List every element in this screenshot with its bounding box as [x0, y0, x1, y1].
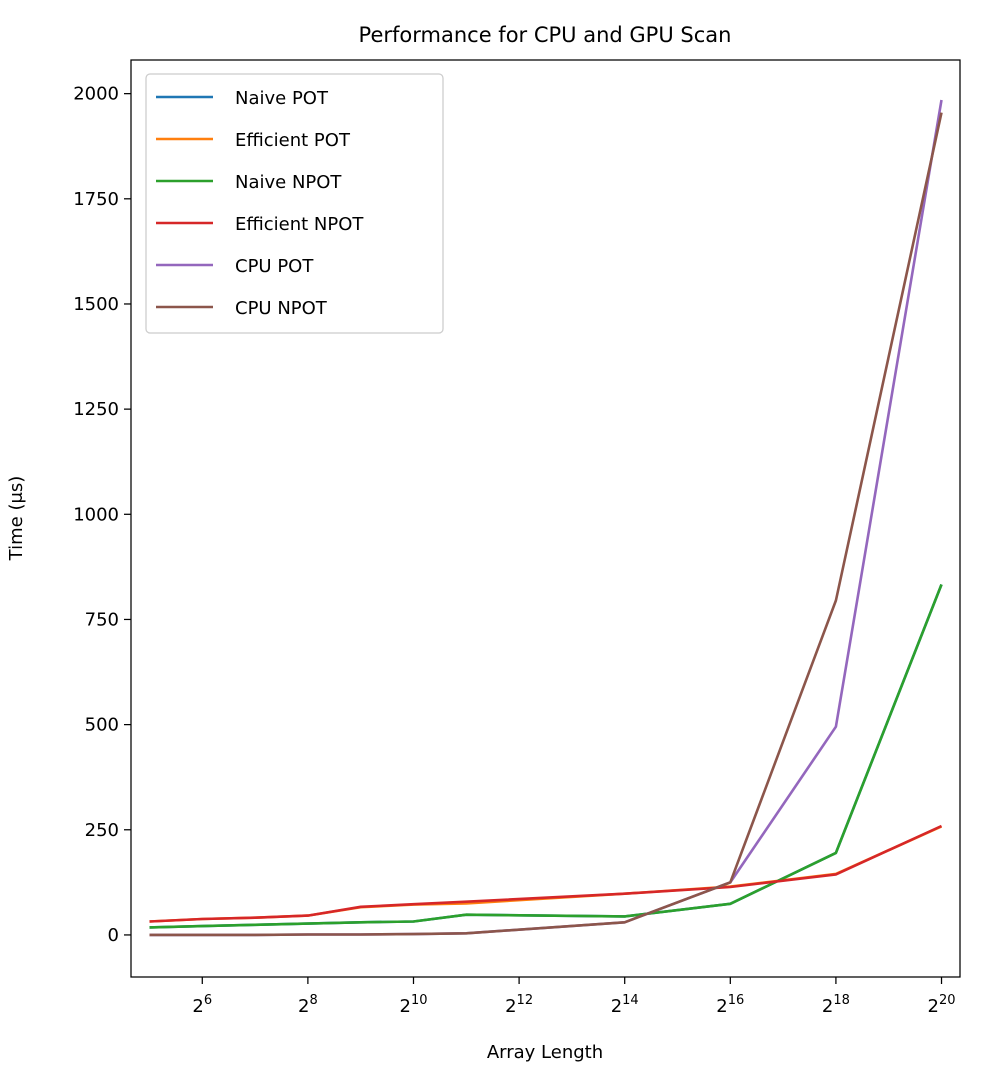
y-tick-label: 1000: [73, 504, 119, 525]
series-line-cpu-npot: [149, 112, 943, 937]
x-tick-label: 210: [399, 993, 427, 1017]
y-tick-label: 0: [108, 925, 119, 946]
y-tick-label: 250: [85, 820, 119, 841]
x-axis-ticks: 26 28 210 212 214 216 218 220: [192, 977, 956, 1017]
legend-label-cpu-npot: CPU NPOT: [235, 298, 328, 319]
legend: Naive POT Efficient POT Naive NPOT Efficien…: [145, 73, 444, 334]
x-tick-label: 216: [716, 993, 744, 1017]
legend-label-efficient-pot: Efficient POT: [235, 130, 351, 151]
y-axis-ticks: 0 250 500 750 1000 1250 1500 1750 2000: [73, 84, 131, 946]
y-tick-label: 750: [85, 609, 119, 630]
legend-box: [145, 73, 444, 334]
y-tick-label: 1250: [73, 399, 119, 420]
x-tick-label: 26: [192, 993, 212, 1017]
x-tick-label: 28: [298, 993, 318, 1017]
y-tick-label: 1750: [73, 189, 119, 210]
x-tick-label: 220: [928, 993, 956, 1017]
y-tick-label: 1500: [73, 294, 119, 315]
x-tick-label: 218: [822, 993, 850, 1017]
chart-title: Performance for CPU and GPU Scan: [359, 23, 732, 47]
series-group: [149, 99, 943, 937]
legend-label-naive-npot: Naive NPOT: [235, 172, 342, 193]
x-axis-label: Array Length: [487, 1042, 603, 1063]
axes-frame: [130, 59, 961, 978]
y-axis-label: Time (μs): [6, 476, 27, 562]
legend-label-naive-pot: Naive POT: [235, 88, 329, 109]
series-line-efficient-npot: [149, 824, 943, 923]
y-tick-label: 500: [85, 715, 119, 736]
legend-label-efficient-npot: Efficient NPOT: [235, 214, 364, 235]
y-tick-label: 2000: [73, 84, 119, 105]
x-tick-label: 212: [505, 993, 533, 1017]
legend-label-cpu-pot: CPU POT: [235, 256, 314, 277]
series-line-naive-npot: [149, 584, 943, 929]
x-tick-label: 214: [611, 993, 639, 1017]
